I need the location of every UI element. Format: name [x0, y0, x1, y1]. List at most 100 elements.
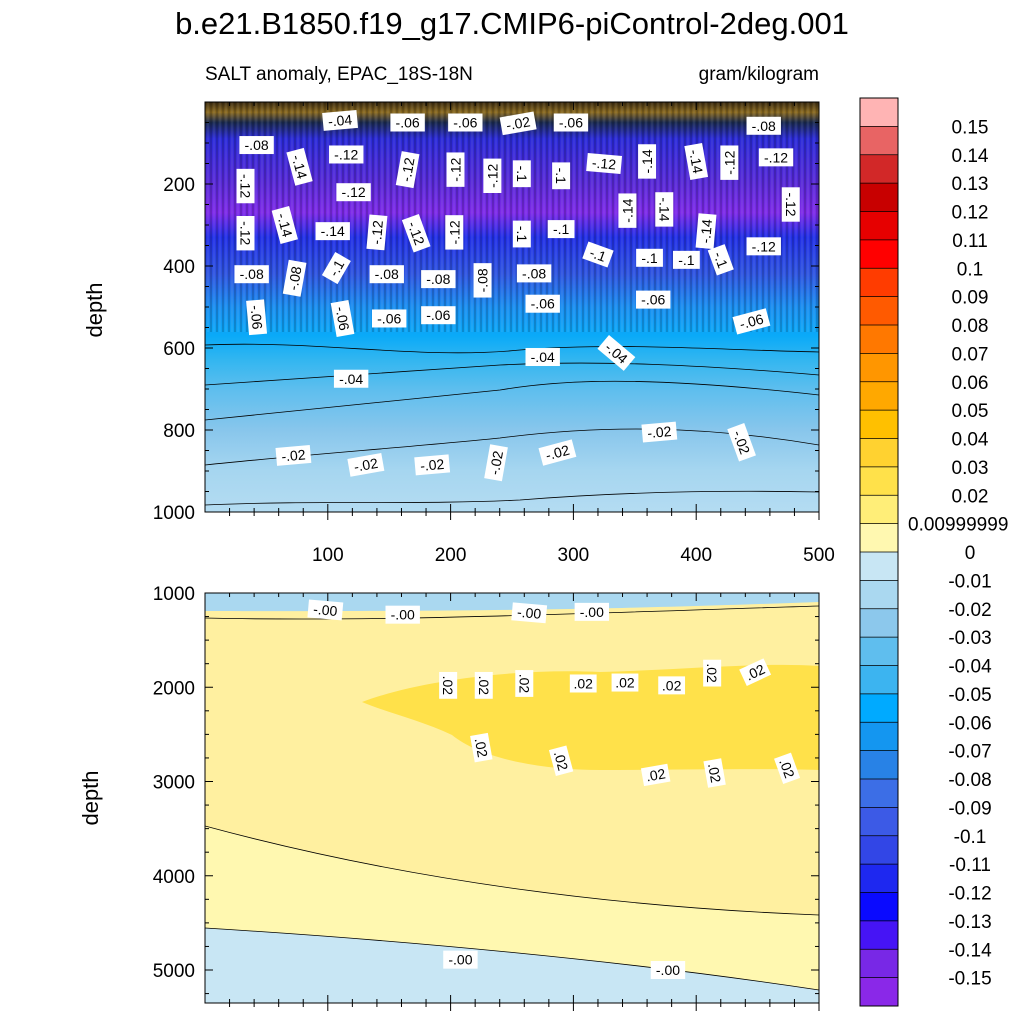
colorbar-swatch: [860, 438, 898, 468]
colorbar-swatch: [860, 296, 898, 326]
figure-title: b.e21.B1850.f19_g17.CMIP6-piControl-2deg…: [175, 6, 849, 41]
contour-label: .02: [774, 752, 801, 784]
svg-text:.02: .02: [704, 663, 720, 683]
contour-label: -.08: [239, 136, 274, 155]
y-tick-label: 1000: [153, 503, 195, 524]
upper-noise-band: [205, 102, 819, 332]
colorbar-swatch: [860, 353, 898, 383]
svg-text:-.12: -.12: [334, 146, 358, 162]
lower-x-ticks: [229, 593, 820, 1011]
contour-label: .02: [703, 758, 726, 788]
x-tick-label: 100: [312, 545, 344, 566]
contour-label: .02: [703, 659, 722, 687]
x-tick-label: 200: [435, 545, 467, 566]
contour-label: -.06: [330, 299, 355, 337]
svg-text:-.06: -.06: [641, 292, 665, 308]
svg-text:-.12: -.12: [591, 154, 617, 172]
contour-label: .02: [569, 674, 597, 693]
svg-text:-.02: -.02: [281, 446, 307, 464]
contour-label: -.12: [483, 158, 502, 194]
svg-text:-.08: -.08: [245, 137, 269, 153]
contour-label: .02: [470, 732, 493, 763]
contour-label: -.12: [586, 153, 623, 174]
svg-text:-.14: -.14: [321, 223, 345, 239]
svg-text:-.00: -.00: [391, 607, 415, 623]
colorbar-swatch: [860, 750, 898, 780]
svg-text:-.12: -.12: [368, 219, 386, 245]
contour-line: [205, 825, 819, 916]
contour-label: -.12: [401, 213, 431, 253]
svg-text:.02: .02: [440, 676, 456, 696]
svg-text:-.08: -.08: [285, 265, 305, 292]
colorbar-label: 0.02: [952, 486, 989, 507]
svg-text:-.00: -.00: [656, 962, 680, 978]
contour-label: .02: [658, 676, 686, 695]
contour-line: [205, 362, 819, 386]
svg-text:-.08: -.08: [375, 266, 399, 282]
svg-text:.02: .02: [645, 765, 667, 784]
contour-label: -.04: [333, 369, 369, 388]
contour-label: -.12: [781, 187, 800, 222]
svg-text:-.00: -.00: [580, 604, 604, 620]
x-tick-label: 300: [558, 545, 590, 566]
contour-label: -.06: [448, 113, 483, 132]
colorbar-label: -0.15: [948, 969, 991, 990]
contour-label: -.12: [746, 237, 781, 256]
svg-text:-.12: -.12: [342, 184, 366, 200]
colorbar-swatch: [860, 864, 898, 893]
svg-text:-.02: -.02: [486, 449, 506, 476]
colorbar-label: -0.14: [948, 940, 992, 961]
svg-text:-.04: -.04: [327, 111, 353, 129]
svg-text:.02: .02: [662, 677, 682, 693]
colorbar-label: -0.12: [948, 884, 991, 905]
colorbar-swatch: [860, 722, 898, 752]
svg-text:-.12: -.12: [405, 219, 428, 247]
upper-ylabel: depth: [82, 282, 107, 337]
colorbar-swatch: [860, 552, 898, 581]
svg-text:-.12: -.12: [446, 220, 462, 244]
contour-label: -.1: [547, 220, 575, 239]
y-tick-label: 800: [163, 421, 195, 442]
contour-label: -.02: [484, 444, 508, 482]
contour-line: [205, 927, 819, 991]
svg-text:-.12: -.12: [398, 156, 418, 183]
y-tick-label: 3000: [153, 773, 195, 794]
svg-text:-.02: -.02: [419, 456, 445, 474]
colorbar-label: 0.11: [952, 231, 988, 252]
svg-text:.02: .02: [743, 661, 768, 684]
contour-label: -.1: [636, 248, 663, 267]
svg-text:-.12: -.12: [238, 221, 254, 245]
svg-text:-.02: -.02: [505, 113, 532, 133]
y-tick-label: 400: [163, 257, 195, 278]
contour-label: -.08: [234, 265, 269, 284]
contour-label: -.08: [369, 265, 404, 284]
svg-text:-.08: -.08: [522, 265, 546, 281]
contour-label: -.14: [655, 192, 674, 227]
svg-text:-.1: -.1: [678, 252, 695, 268]
svg-text:.02: .02: [472, 737, 491, 759]
contour-label: -.1: [707, 244, 734, 276]
svg-text:-.1: -.1: [325, 257, 347, 279]
colorbar-swatch: [860, 835, 898, 865]
svg-text:-.08: -.08: [475, 268, 491, 292]
svg-text:.02: .02: [615, 675, 635, 691]
colorbar-swatch: [860, 325, 898, 354]
contour-label: -.02: [727, 423, 756, 462]
contour-line: [205, 490, 819, 506]
contour-label: -.1: [321, 251, 351, 285]
colorbar-label: -0.08: [948, 770, 991, 791]
colorbar-swatch: [860, 410, 898, 439]
colorbar-label: 0.08: [952, 316, 989, 337]
contour-label: -.14: [315, 222, 350, 241]
lower-frame: [204, 592, 820, 1004]
colorbar-label: 0.12: [952, 203, 989, 224]
svg-text:-.02: -.02: [647, 423, 673, 441]
colorbar-swatch: [860, 523, 898, 553]
colorbar-label: 0: [965, 543, 976, 564]
colorbar-swatch: [860, 693, 898, 723]
svg-text:-.00: -.00: [313, 601, 339, 619]
contour-label: -.06: [372, 309, 407, 328]
svg-text:-.06: -.06: [738, 310, 766, 332]
